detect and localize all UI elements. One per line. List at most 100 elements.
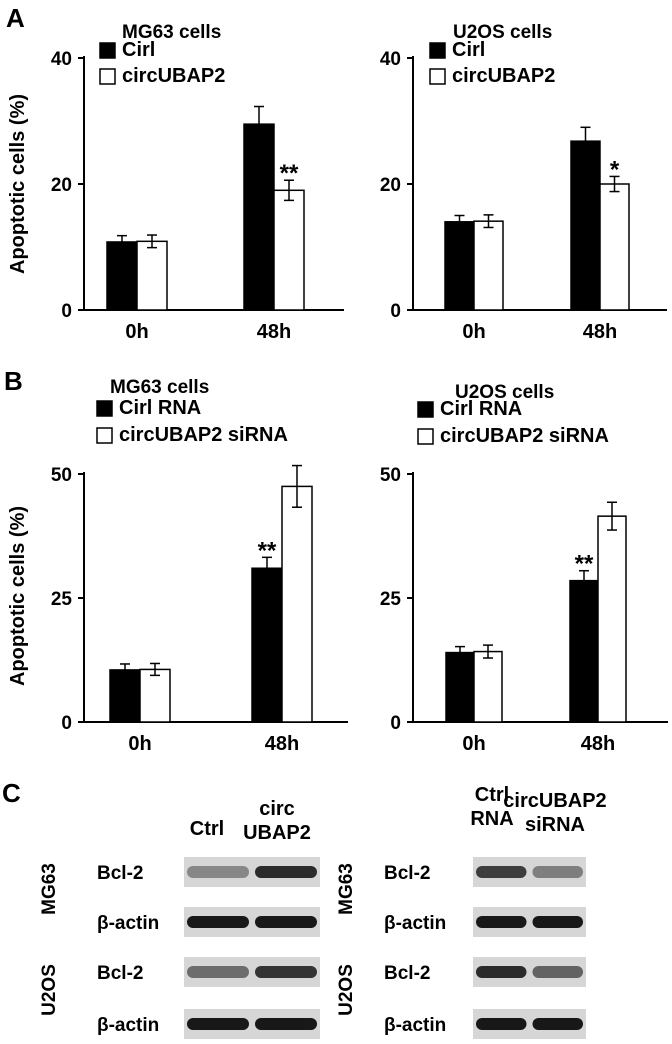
blot-band bbox=[255, 966, 317, 978]
blot-left: Ctrl circ UBAP2 MG63 U2OS Bcl-2 β-actin Bcl-2 β-… bbox=[39, 798, 320, 1039]
bar bbox=[109, 669, 141, 723]
panel-letter-c: C bbox=[2, 778, 21, 808]
bar bbox=[473, 650, 503, 723]
error-bar bbox=[483, 644, 493, 659]
blot-band bbox=[255, 1018, 317, 1030]
blot-protein-label: β-actin bbox=[97, 1015, 159, 1036]
blot-column-header: circUBAP2 siRNA bbox=[503, 790, 606, 836]
legend-label: circUBAP2 siRNA bbox=[440, 425, 609, 447]
error-bar bbox=[150, 662, 160, 677]
chart-title: MG63 cells bbox=[122, 22, 221, 43]
blot-protein-label: β-actin bbox=[384, 913, 446, 934]
legend-label: circUBAP2 bbox=[122, 65, 225, 87]
x-tick-label: 0h bbox=[462, 733, 485, 755]
y-tick-label: 0 bbox=[61, 713, 72, 734]
blot-protein-label: Bcl-2 bbox=[384, 963, 430, 984]
x-tick-label: 48h bbox=[265, 733, 299, 755]
blot-protein-label: β-actin bbox=[97, 913, 159, 934]
blots-layer: Ctrl circ UBAP2 MG63 U2OS Bcl-2 β-actin Bcl-2 β-… bbox=[39, 784, 607, 1039]
bar bbox=[444, 221, 475, 311]
error-bar bbox=[147, 234, 157, 249]
error-bar bbox=[579, 569, 589, 592]
blot-band bbox=[532, 1018, 583, 1030]
bar bbox=[569, 579, 599, 723]
legend-label: Cirl RNA bbox=[440, 398, 522, 420]
legend-swatch bbox=[429, 42, 446, 59]
blot-column-header: Ctrl bbox=[190, 818, 224, 840]
y-tick-label: 25 bbox=[51, 589, 73, 610]
error-bar bbox=[262, 556, 272, 580]
panel-letter-a: A bbox=[6, 3, 25, 33]
significance-mark: ** bbox=[280, 160, 299, 187]
bar bbox=[139, 668, 171, 723]
blot-band bbox=[532, 916, 583, 928]
blot-band bbox=[187, 966, 249, 978]
blot-column-header: circ UBAP2 bbox=[243, 798, 311, 844]
bar bbox=[599, 183, 630, 311]
blot-protein-label: Bcl-2 bbox=[97, 863, 143, 884]
blot-band bbox=[255, 866, 317, 878]
error-bar bbox=[120, 663, 130, 677]
bar bbox=[106, 241, 138, 311]
legend-label: Cirl bbox=[122, 39, 155, 61]
error-bar bbox=[454, 214, 465, 229]
bar bbox=[281, 485, 313, 723]
error-bar bbox=[117, 234, 127, 250]
blot-protein-label: Bcl-2 bbox=[97, 963, 143, 984]
significance-mark: * bbox=[610, 156, 620, 183]
legend-label: circUBAP2 bbox=[452, 65, 555, 87]
legend-swatch bbox=[417, 428, 434, 445]
legend-swatch bbox=[96, 427, 113, 444]
blot-column-header: Ctrl RNA bbox=[470, 784, 513, 830]
error-bar bbox=[284, 179, 294, 202]
blot-band bbox=[187, 866, 249, 878]
error-bar bbox=[609, 175, 620, 193]
y-tick-label: 20 bbox=[51, 175, 72, 196]
blot-band bbox=[476, 1018, 527, 1030]
x-tick-label: 48h bbox=[581, 733, 615, 755]
legend-swatch bbox=[417, 401, 434, 418]
error-bar bbox=[254, 105, 264, 143]
y-tick-label: 20 bbox=[380, 175, 401, 196]
y-tick-label: 0 bbox=[390, 301, 401, 322]
y-tick-label: 0 bbox=[390, 713, 401, 734]
x-tick-label: 48h bbox=[257, 321, 291, 343]
bar bbox=[597, 515, 627, 723]
bar bbox=[136, 240, 168, 311]
legend-swatch bbox=[99, 68, 116, 85]
blot-protein-label: β-actin bbox=[384, 1015, 446, 1036]
bar bbox=[473, 220, 504, 311]
cell-line-label: MG63 bbox=[336, 863, 357, 915]
x-tick-label: 48h bbox=[583, 321, 617, 343]
blot-band bbox=[532, 966, 583, 978]
bar bbox=[243, 123, 275, 311]
bar bbox=[445, 651, 475, 723]
y-tick-label: 40 bbox=[51, 49, 72, 70]
blot-protein-label: Bcl-2 bbox=[384, 863, 430, 884]
blot-band bbox=[476, 966, 527, 978]
legend-label: circUBAP2 siRNA bbox=[119, 424, 288, 446]
legend-swatch bbox=[99, 42, 116, 59]
blot-band bbox=[255, 916, 317, 928]
blot-band bbox=[476, 866, 527, 878]
legend-swatch bbox=[429, 68, 446, 85]
y-axis-label: Apoptotic cells (%) bbox=[7, 94, 29, 274]
error-bar bbox=[292, 464, 302, 508]
significance-mark: ** bbox=[575, 551, 594, 578]
error-bar bbox=[607, 501, 617, 531]
y-tick-label: 50 bbox=[51, 465, 72, 486]
blot-band bbox=[532, 866, 583, 878]
blot-band bbox=[187, 1018, 249, 1030]
y-tick-label: 25 bbox=[380, 589, 402, 610]
chart-title: MG63 cells bbox=[110, 377, 209, 398]
blot-band bbox=[187, 916, 249, 928]
x-tick-label: 0h bbox=[125, 321, 148, 343]
blot-band bbox=[476, 916, 527, 928]
error-bar bbox=[483, 214, 494, 229]
